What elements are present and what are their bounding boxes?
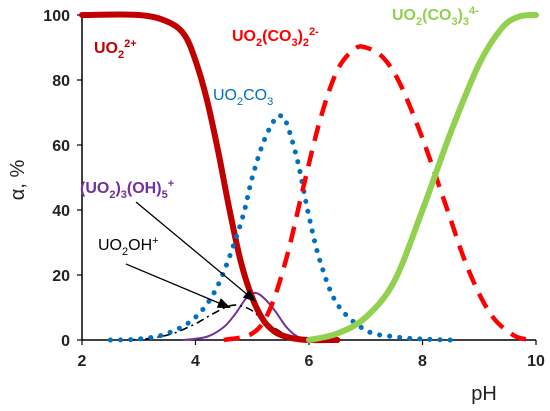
y-tick-label: 100 (43, 8, 70, 25)
annotation-layer (125, 201, 257, 309)
label-layer: UO22+ UO2CO3 UO2(CO3)22- UO2(CO3)34- (UO2)3(… (80, 5, 479, 258)
x-axis-title: pH (471, 383, 497, 405)
series-line-4 (183, 291, 310, 341)
x-tick-label: 6 (305, 353, 314, 370)
series-layer (79, 11, 539, 344)
x-tick-label: 4 (191, 353, 200, 370)
y-tick-label: 20 (52, 268, 70, 285)
series-label-4: (UO2)3(OH)5+ (80, 178, 174, 201)
series-line-2 (223, 44, 531, 343)
x-tick-label: 10 (527, 353, 545, 370)
x-tick-label: 8 (418, 353, 427, 370)
annotation-arrow-0 (125, 263, 231, 309)
series-line-1 (107, 112, 454, 343)
series-line-0 (79, 11, 341, 344)
series-label-0: UO22+ (94, 38, 137, 61)
annotation-arrow-1 (135, 201, 257, 302)
y-tick-label: 0 (61, 333, 70, 350)
x-tick-label: 2 (78, 353, 87, 370)
series-label-5: UO2OH+ (98, 235, 159, 258)
series-label-3: UO2(CO3)34- (392, 5, 479, 28)
series-label-1: UO2CO3 (213, 87, 273, 108)
series-label-2: UO2(CO3)22- (232, 26, 319, 49)
y-tick-label: 40 (52, 203, 70, 220)
y-tick-label: 60 (52, 138, 70, 155)
y-axis-title: α, % (7, 160, 29, 201)
y-tick-label: 80 (52, 73, 70, 90)
series-line-3 (306, 12, 539, 343)
